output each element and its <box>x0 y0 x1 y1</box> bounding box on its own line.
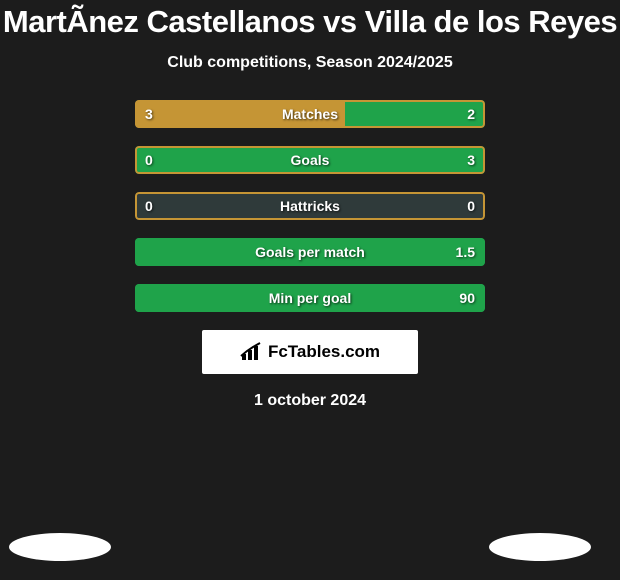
stats-container: 32Matches 03Goals 00Hattricks 1.5Goals per … <box>135 100 485 312</box>
stat-label: Goals <box>135 146 485 174</box>
stat-row: 03Goals <box>135 146 485 174</box>
branding-text: FcTables.com <box>268 342 380 362</box>
stat-label: Goals per match <box>135 238 485 266</box>
subtitle: Club competitions, Season 2024/2025 <box>0 54 620 72</box>
comparison-card: MartÃ­nez Castellanos vs Villa de los Re… <box>0 0 620 580</box>
page-title: MartÃ­nez Castellanos vs Villa de los Re… <box>0 0 620 40</box>
stat-label: Min per goal <box>135 284 485 312</box>
stat-label: Hattricks <box>135 192 485 220</box>
stat-row: 90Min per goal <box>135 284 485 312</box>
stat-row: 32Matches <box>135 100 485 128</box>
stat-label: Matches <box>135 100 485 128</box>
club-logo-right <box>489 533 591 561</box>
date-label: 1 october 2024 <box>0 392 620 410</box>
stat-row: 1.5Goals per match <box>135 238 485 266</box>
stat-row: 00Hattricks <box>135 192 485 220</box>
branding-badge: FcTables.com <box>202 330 418 374</box>
bar-chart-icon <box>240 342 264 362</box>
club-logo-left <box>9 533 111 561</box>
